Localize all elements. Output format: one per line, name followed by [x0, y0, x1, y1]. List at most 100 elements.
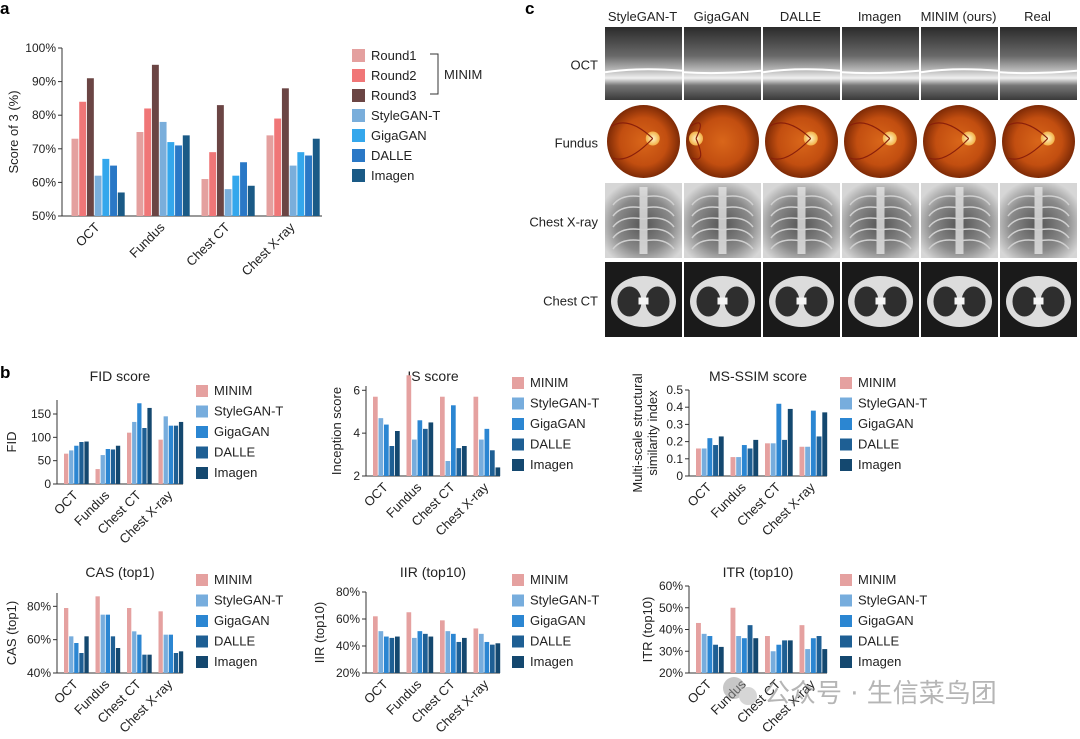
- legend-swatch: [512, 615, 524, 627]
- legend-label: MINIM: [530, 375, 568, 390]
- bar-round3-fundus: [151, 64, 159, 216]
- y-axis-label: Inception score: [329, 387, 344, 475]
- bar-stylegan-t-chest-ct: [445, 631, 451, 673]
- bar-stylegan-t-oct: [378, 418, 384, 476]
- bar-gigagan-oct: [707, 438, 713, 476]
- bar-round1-fundus: [136, 132, 144, 216]
- image-chest-ct-dalle: [763, 262, 840, 337]
- legend-swatch: [512, 574, 524, 586]
- legend-label: MINIM: [214, 572, 252, 587]
- chart-title: ITR (top10): [723, 564, 794, 580]
- legend-swatch: [840, 635, 852, 648]
- legend-swatch: [840, 397, 852, 410]
- column-header: MINIM (ours): [921, 9, 997, 24]
- x-tick-label: OCT: [361, 676, 391, 706]
- bar-gigagan-fundus: [417, 631, 423, 673]
- y-tick-label: 100: [31, 430, 51, 444]
- legend-label: GigaGAN: [858, 613, 914, 628]
- legend-swatch: [840, 418, 852, 430]
- bar-dalle-fundus: [175, 145, 182, 216]
- x-tick-label: OCT: [73, 219, 103, 249]
- image-fundus-stylegan-t: [605, 104, 682, 179]
- bar-imagen-oct: [395, 431, 400, 476]
- y-tick-label: 30%: [659, 644, 683, 658]
- y-tick-label: 60%: [32, 175, 56, 189]
- legend-label: DALLE: [530, 634, 572, 649]
- panel-label-c: c: [525, 0, 534, 18]
- image-fundus-imagen: [842, 104, 919, 179]
- bar-stylegan-t-chest-ct: [132, 421, 137, 484]
- bar-dalle-chest-x-ray: [816, 436, 822, 476]
- bar-stylegan-t-chest-x-ray: [479, 633, 484, 673]
- chart-msssim-score: MS-SSIM score 0 0.1 0.2 0.3 0.4 0.5 Multi-scale…: [630, 368, 927, 539]
- legend-label: Round3: [371, 88, 417, 103]
- bar-imagen-chest-x-ray: [822, 649, 828, 673]
- bar-gigagan-fundus: [741, 638, 747, 673]
- bar-stylegan-t-oct: [69, 636, 74, 673]
- x-tick-label: Fundus: [126, 219, 168, 261]
- legend-label: Round2: [371, 68, 417, 83]
- bar-stylegan-t-fundus: [736, 457, 742, 476]
- chart-title: CAS (top1): [85, 564, 154, 580]
- legend-swatch: [840, 656, 852, 668]
- bar-minim-fundus: [95, 469, 100, 484]
- bar-imagen-chest-x-ray: [495, 467, 501, 476]
- bar-dalle-chest-x-ray: [173, 653, 179, 673]
- image-oct-gigagan: [683, 27, 762, 100]
- legend-label: DALLE: [858, 634, 900, 649]
- bar-dalle-chest-ct: [782, 640, 787, 673]
- bar-dalle-fundus: [110, 636, 116, 673]
- x-tick-label: OCT: [684, 676, 714, 706]
- chart-title: IIR (top10): [400, 564, 466, 580]
- row-label: Fundus: [555, 136, 599, 151]
- bar-round1-oct: [71, 138, 79, 216]
- image-chest-x-ray-stylegan-t: [605, 183, 682, 258]
- x-tick-label: Chest X-ray: [238, 219, 297, 278]
- legend-label: StyleGAN-T: [858, 396, 927, 411]
- bar-dalle-chest-x-ray: [490, 450, 495, 476]
- bar-stylegan-t-fundus: [159, 121, 167, 216]
- image-chest-x-ray-gigagan: [684, 183, 761, 258]
- image-chest-x-ray-minim-ours-: [921, 183, 998, 258]
- y-tick-label: 80%: [32, 108, 56, 122]
- row-label: Chest X-ray: [529, 215, 598, 230]
- bar-minim-chest-x-ray: [473, 628, 479, 673]
- legend-swatch: [352, 49, 365, 62]
- bar-stylegan-t-fundus: [412, 439, 417, 476]
- image-fundus-dalle: [763, 104, 840, 179]
- legend-label: MINIM: [858, 375, 896, 390]
- bar-minim-chest-ct: [765, 443, 770, 476]
- bar-gigagan-oct: [102, 158, 110, 216]
- y-tick-label: 50: [38, 454, 52, 468]
- legend-swatch: [840, 377, 852, 389]
- bar-dalle-chest-ct: [142, 654, 147, 673]
- legend-label: GigaGAN: [214, 424, 270, 439]
- bar-imagen-chest-ct: [787, 640, 793, 673]
- y-tick-label: 20%: [659, 666, 683, 680]
- y-tick-label: 0.4: [666, 400, 683, 414]
- legend-label: Imagen: [214, 465, 257, 480]
- y-tick-label: 50%: [659, 601, 683, 615]
- bar-minim-fundus: [95, 596, 100, 673]
- column-header: Real: [1024, 9, 1051, 24]
- image-chest-x-ray-real: [1000, 183, 1077, 258]
- bar-dalle-chest-ct: [782, 439, 787, 476]
- legend-swatch: [196, 446, 208, 459]
- y-tick-label: 80%: [336, 585, 360, 599]
- bar-minim-fundus: [730, 607, 736, 673]
- bar-gigagan-fundus: [167, 142, 175, 216]
- bar-gigagan-fundus: [105, 449, 110, 484]
- bar-gigagan-chest-ct: [137, 634, 142, 673]
- column-header: DALLE: [780, 9, 822, 24]
- legend-label: GigaGAN: [858, 416, 914, 431]
- chart-title: IS score: [407, 368, 459, 384]
- y-tick-label: 2: [353, 469, 360, 483]
- bar-imagen-fundus: [115, 445, 121, 484]
- image-chest-x-ray-imagen: [842, 183, 919, 258]
- bar-imagen-chest-ct: [787, 408, 793, 476]
- y-tick-label: 60%: [659, 579, 683, 593]
- y-tick-label: 0.5: [666, 383, 683, 397]
- legend-label: GigaGAN: [214, 613, 270, 628]
- column-header: Imagen: [858, 9, 901, 24]
